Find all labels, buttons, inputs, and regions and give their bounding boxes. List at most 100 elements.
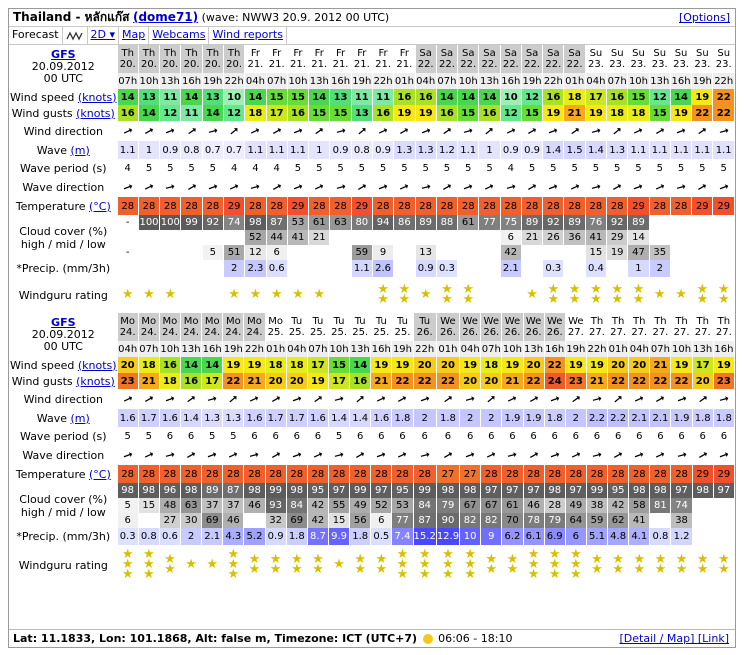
hour-cell: 19h <box>692 73 713 89</box>
day-name: Fr <box>272 48 282 59</box>
wave-period-cell: 4 <box>230 162 238 174</box>
wave-cell: 1 <box>309 141 330 159</box>
star-icon: ★ <box>675 562 688 577</box>
celsius-link[interactable]: (°C) <box>89 199 111 213</box>
cloud-cell: 38 <box>586 498 608 513</box>
wind-speed-cell: 18 <box>138 357 159 373</box>
user-link[interactable]: (dome71) <box>132 10 199 24</box>
day-name: Mo <box>268 316 283 327</box>
day-date: 26. <box>483 327 500 338</box>
day-name: Th <box>654 316 667 327</box>
tab-2d[interactable]: 2D ▾ <box>88 27 120 44</box>
day-cell: We 26. <box>544 313 565 341</box>
wave-dir-cell: ➞ <box>522 177 542 197</box>
wind-direction-label: Wind direction <box>23 392 103 406</box>
wave-cell: 1.1 <box>692 141 713 159</box>
wind-speed-cell: 19 <box>223 357 244 373</box>
knots-link[interactable]: (knots) <box>77 358 117 372</box>
wind-gusts-cell: 20 <box>265 373 286 389</box>
star-icon-stack: ★ ★ <box>308 553 328 576</box>
arrow-icon: ➞ <box>205 390 219 408</box>
arrow-icon: ➞ <box>120 446 135 464</box>
cloud-cell <box>330 245 351 260</box>
knots-link[interactable]: (knots) <box>77 90 117 104</box>
wind-speed-row: Wind speed (knots) 14 13 11 14 13 10 14 15 15 14 13… <box>10 89 734 105</box>
rating-cell: ★ <box>139 277 159 313</box>
star-icon: ★ <box>464 557 476 572</box>
celsius-link[interactable]: (°C) <box>89 467 111 481</box>
model-link[interactable]: GFS <box>51 316 76 329</box>
wave-dir-cell: ➞ <box>266 445 286 465</box>
footer: Lat: 11.1833, Lon: 101.1868, Alt: false … <box>9 629 735 647</box>
star-icon: ★ <box>290 552 303 567</box>
cloud-cell: 98 <box>692 483 713 498</box>
wind-speed-cell: 17 <box>585 89 607 105</box>
wind-dir-cell: ➞ <box>371 389 391 409</box>
tab-webcams[interactable]: Webcams <box>149 27 210 44</box>
wave-dir-cell: ➞ <box>371 445 391 465</box>
tab-forecast[interactable]: Forecast <box>9 27 63 44</box>
day-date: 22. <box>566 59 583 70</box>
knots-link[interactable]: (knots) <box>76 106 115 120</box>
day-name: Fr <box>293 48 303 59</box>
cloud-cell: 61 <box>458 215 479 230</box>
wind-gusts-cell: 20 <box>286 373 307 389</box>
star-icon: ★ <box>377 282 389 297</box>
wave-period-cell: 6 <box>530 430 537 442</box>
precip-cell: 0.3 <box>117 528 138 545</box>
rating-cell: ★ ★ <box>160 545 180 585</box>
model-link[interactable]: GFS <box>51 48 76 61</box>
day-cell: Mo 24. <box>117 313 138 341</box>
day-cell: Fr 21. <box>394 45 415 73</box>
star-icon: ★ <box>485 562 498 577</box>
precip-cell: 0.4 <box>585 260 607 277</box>
day-cell: Fr 21. <box>309 45 330 73</box>
options-link[interactable]: [Options] <box>678 11 730 24</box>
day-name: Sa <box>461 48 475 59</box>
cloud-cell: 98 <box>544 483 565 498</box>
cloud-cell: 15 <box>585 245 607 260</box>
day-cell: Th 20. <box>117 45 138 73</box>
m-link[interactable]: (m) <box>70 143 90 157</box>
wind-gusts-cell: 19 <box>307 373 328 389</box>
wave-period-row: Wave period (s) 5 5 6 6 5 5 6 6 6 6 5 6 6 6 6 6 6 6 6 6 6 6 6 6 6… <box>10 427 734 445</box>
temperature-cell: 29 <box>628 197 649 215</box>
temperature-cell: 28 <box>309 197 330 215</box>
wind-dir-cell: ➞ <box>181 389 201 409</box>
cloud-cell: 14 <box>628 230 649 245</box>
wave-cell: 0.9 <box>330 141 351 159</box>
day-date: 20. <box>162 59 179 70</box>
wave-cell: 1.1 <box>458 141 479 159</box>
temperature-cell: 28 <box>372 197 394 215</box>
wave-period-cell: 5 <box>592 162 600 174</box>
day-name: Tu <box>375 316 387 327</box>
star-icon: ★ <box>718 562 730 577</box>
temperature-cell: 28 <box>371 465 392 483</box>
detail-map-link[interactable]: [Detail / Map] [Link] <box>619 632 729 645</box>
graph-icon[interactable] <box>63 27 88 44</box>
temperature-cell: 28 <box>202 197 223 215</box>
arrow-icon: ➞ <box>268 122 285 140</box>
rating-cell: ★ <box>160 277 180 313</box>
cloud-cell: 41 <box>287 230 309 245</box>
day-name: Fr <box>399 48 409 59</box>
wave-dir-cell: ➞ <box>202 445 222 465</box>
cloud-cell <box>670 215 692 230</box>
star-icon: ★ <box>611 282 624 297</box>
arrow-icon: ➞ <box>694 178 711 196</box>
precip-cell: 8.7 <box>307 528 328 545</box>
cloud-cell: 98 <box>117 483 138 498</box>
tab-map[interactable]: Map <box>119 27 150 44</box>
cloud-row: 52 44 41 21 6 21 26 36 41 29 14 <box>10 230 734 245</box>
wave-dir-cell: ➞ <box>650 445 670 465</box>
tab-wind-reports[interactable]: Wind reports <box>209 27 287 44</box>
wind-speed-cell: 19 <box>713 357 734 373</box>
wind-dir-cell: ➞ <box>350 389 370 409</box>
cloud-cell <box>649 215 670 230</box>
knots-link[interactable]: (knots) <box>76 374 115 388</box>
wind-gusts-cell: 21 <box>138 373 159 389</box>
day-cell: Sa 22. <box>564 45 585 73</box>
cloud-cell <box>138 245 160 260</box>
arrow-icon: ➞ <box>567 178 583 196</box>
m-link[interactable]: (m) <box>70 411 90 425</box>
